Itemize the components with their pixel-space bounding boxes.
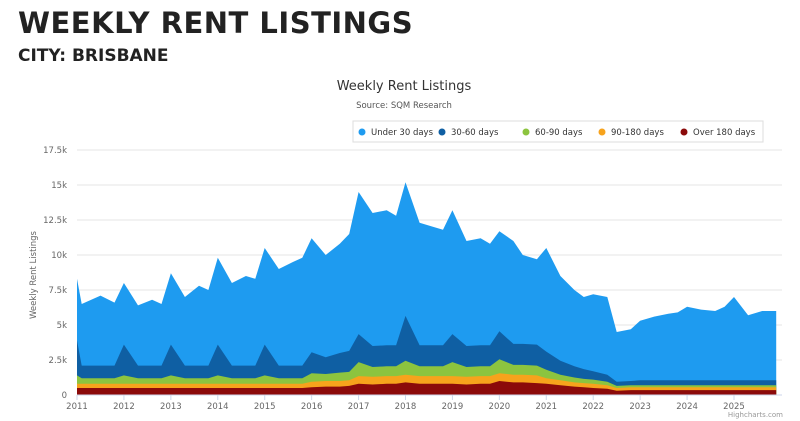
chart-title: Weekly Rent Listings [337,79,472,94]
y-tick-label: 10k [51,251,67,261]
x-tick-label: 2015 [254,402,276,412]
legend-marker-icon [680,128,688,136]
legend-item-90-180-days[interactable]: 90-180 days [598,128,665,138]
y-tick-label: 0 [62,391,67,401]
x-tick-label: 2012 [113,402,135,412]
legend-label: Over 180 days [693,128,756,138]
legend-marker-icon [598,128,606,136]
x-tick-label: 2023 [629,402,651,412]
y-tick-label: 17.5k [43,146,67,156]
x-tick-label: 2021 [535,402,557,412]
area-under-30-days[interactable] [77,182,777,395]
legend-label: 90-180 days [611,128,664,138]
chart-subtitle: Source: SQM Research [356,101,452,111]
area-over-180-days[interactable] [77,381,777,395]
y-tick-label: 5k [57,321,67,331]
x-tick-label: 2024 [676,402,698,412]
city-subheading: CITY: BRISBANE [18,46,169,66]
x-tick-label: 2014 [207,402,229,412]
y-tick-label: 2.5k [49,356,68,366]
legend-box [352,120,764,143]
area-30-60-days[interactable] [77,315,777,395]
x-tick-label: 2022 [582,402,604,412]
x-tick-label: 2025 [723,402,745,412]
legend-marker-icon [358,128,366,136]
credit[interactable]: Highcharts.com [728,411,783,419]
x-tick-label: 2018 [395,402,417,412]
x-tick-label: 2011 [66,402,88,412]
y-tick-label: 12.5k [43,216,67,226]
x-tick-label: 2013 [160,402,182,412]
page-heading: WEEKLY RENT LISTINGS [18,6,414,40]
legend-marker-icon [522,128,530,136]
legend-label: 30-60 days [451,128,499,138]
x-tick-label: 2016 [301,402,323,412]
legend-marker-icon [438,128,446,136]
legend-item-under-30-days[interactable]: Under 30 days [358,128,434,138]
legend-item-30-60-days[interactable]: 30-60 days [438,128,500,138]
y-tick-label: 15k [51,181,67,191]
legend-item-60-90-days[interactable]: 60-90 days [522,128,584,138]
legend-label: 60-90 days [535,128,583,138]
legend-label: Under 30 days [371,128,434,138]
y-axis-title: Weekly Rent Listings [29,230,39,319]
x-tick-label: 2019 [442,402,464,412]
legend-item-over-180-days[interactable]: Over 180 days [680,128,756,138]
y-tick-label: 7.5k [49,286,68,296]
x-tick-label: 2020 [489,402,511,412]
x-tick-label: 2017 [348,402,370,412]
